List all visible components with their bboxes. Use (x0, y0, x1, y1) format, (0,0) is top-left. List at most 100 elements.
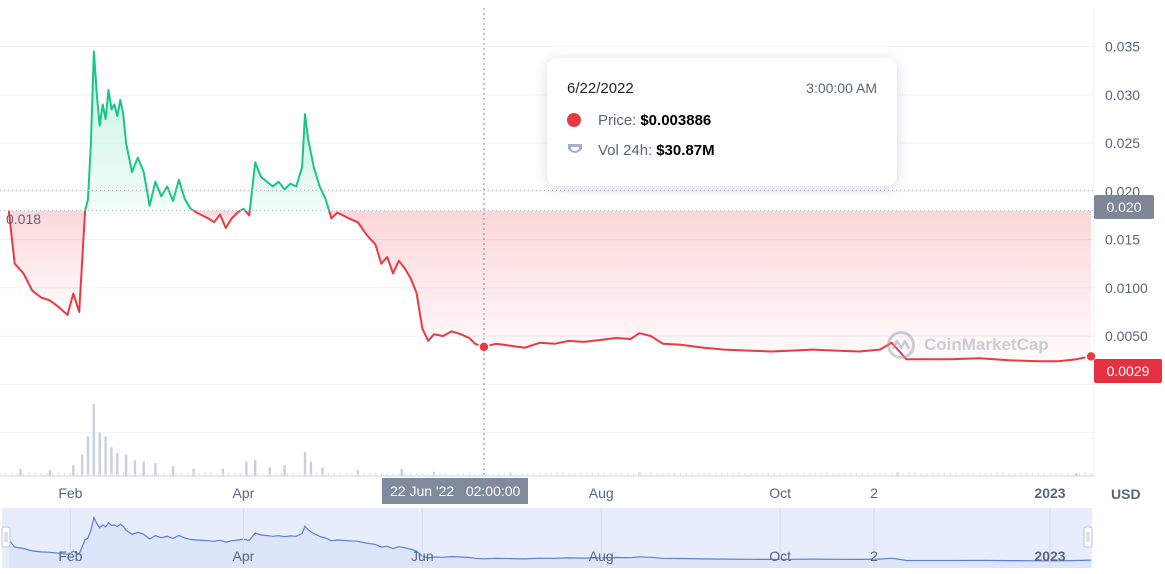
volume-bar (943, 473, 946, 476)
volume-bar (503, 473, 506, 476)
volume-bar (309, 461, 313, 476)
volume-bar (967, 473, 969, 476)
navigator-tick-label: Feb (58, 548, 82, 564)
navigator-right-handle-icon[interactable] (1083, 526, 1093, 548)
volume-bar (80, 454, 84, 476)
tooltip-price-value: $0.003886 (640, 111, 712, 129)
volume-bar (392, 473, 394, 476)
volume-bar (861, 473, 863, 476)
navigator-tick-label: Apr (233, 548, 255, 564)
volume-bar (171, 465, 175, 476)
volume-bar (142, 461, 145, 476)
volume-bar (1014, 473, 1016, 476)
volume-bar (902, 473, 904, 476)
volume-bar (304, 473, 306, 476)
volume-bar (955, 473, 957, 476)
y-tick-label: 0.0100 (1105, 280, 1148, 296)
volume-bar (234, 473, 236, 476)
x-tick-label: 2023 (1034, 485, 1065, 501)
volume-bar (838, 473, 840, 476)
volume-bar (703, 473, 705, 476)
volume-bar (932, 473, 934, 476)
volume-bar (1075, 473, 1078, 476)
volume-bar (685, 473, 687, 476)
volume-bar (562, 473, 564, 476)
volume-bar (914, 473, 916, 476)
volume-bar (920, 473, 922, 476)
volume-bar (146, 473, 148, 476)
volume-bar (644, 473, 646, 476)
volume-bar (585, 473, 588, 476)
navigator-line (8, 515, 1092, 562)
volume-bar (404, 473, 406, 476)
volume-bar (750, 473, 752, 476)
volume-bar (597, 473, 599, 476)
volume-bar (34, 473, 36, 476)
watermark-text: CoinMarketCap (924, 335, 1049, 354)
volume-bar (310, 473, 312, 476)
volume-bar (187, 473, 189, 476)
volume-bar (486, 473, 488, 476)
volume-bar (216, 473, 218, 476)
navigator-tick-label: Jun (411, 548, 434, 564)
volume-bar (245, 461, 248, 476)
price-line-up (84, 50, 195, 212)
y-tick-label: 0.015 (1105, 232, 1140, 248)
volume-bar (157, 473, 159, 476)
volume-bar (1031, 473, 1034, 476)
volume-bar (386, 473, 388, 476)
volume-bar (509, 473, 511, 476)
volume-bar (286, 473, 289, 476)
volume-bar (521, 473, 523, 476)
volume-bar (474, 473, 476, 476)
volume-bar (228, 473, 230, 476)
volume-bar (544, 473, 547, 476)
volume-bar (28, 473, 30, 476)
volume-bar (984, 473, 987, 476)
volume-bar (462, 473, 465, 476)
volume-bar (398, 473, 400, 476)
volume-bar (104, 436, 107, 476)
volume-bar (181, 473, 183, 476)
price-line-down (244, 209, 251, 217)
volume-bar (480, 473, 482, 476)
navigator-left-handle-icon[interactable] (1, 526, 11, 548)
volume-bar (1002, 473, 1004, 476)
navigator-tick-label: Oct (769, 548, 791, 564)
volume-bar (46, 473, 48, 476)
volume-bar (979, 473, 981, 476)
volume-bar (879, 473, 881, 476)
volume-bar (673, 473, 676, 476)
volume-bar (5, 473, 7, 476)
volume-bar (926, 473, 928, 476)
volume-bar (192, 473, 195, 476)
volume-bar (110, 473, 113, 476)
up-area (249, 114, 330, 211)
volume-bar (627, 473, 629, 476)
volume-bar (345, 473, 347, 476)
up-area (85, 51, 194, 211)
volume-bar (996, 473, 998, 476)
volume-bar (744, 473, 746, 476)
volume-bar (92, 404, 96, 476)
volume-bar (292, 473, 294, 476)
volume-bar (22, 473, 25, 476)
volume-bar (756, 473, 758, 476)
volume-bar (527, 473, 529, 476)
volume-bar (19, 468, 22, 476)
volume-bar (368, 473, 371, 476)
volume-bar (268, 467, 272, 476)
max-price-badge: 0.020 (1094, 195, 1154, 219)
volume-bar (1049, 473, 1051, 476)
price-tooltip: 6/22/2022 3:00:00 AM Price: $0.003886 Vo… (547, 58, 897, 186)
volume-bar (198, 473, 201, 476)
volume-bars (0, 404, 1092, 476)
crosshair-point (478, 341, 490, 353)
volume-bar (72, 465, 75, 476)
volume-bar (374, 473, 377, 476)
last-price-point (1085, 350, 1097, 363)
volume-bar (697, 473, 699, 476)
range-navigator: Feb Apr Jun Aug Oct 2 2023 (1, 508, 1093, 568)
volume-bar (1037, 473, 1039, 476)
